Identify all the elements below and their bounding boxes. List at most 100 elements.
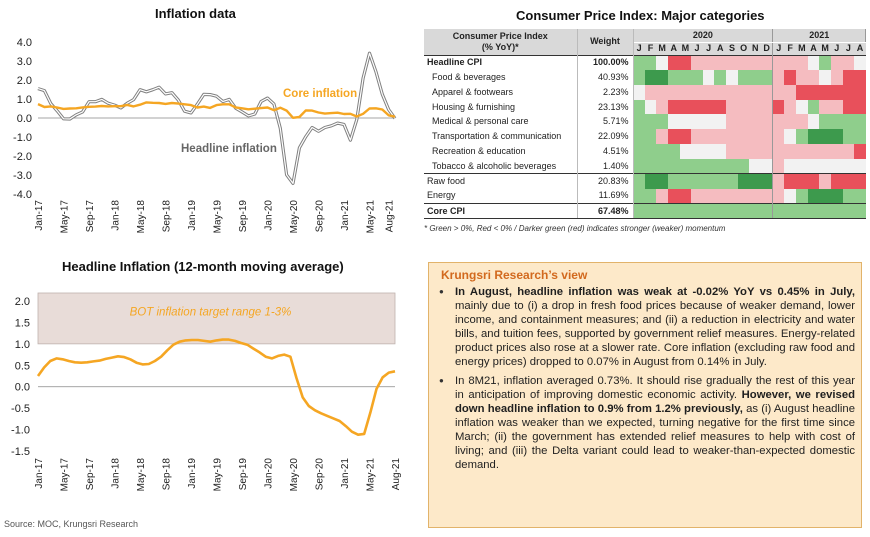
- month-header: N: [749, 42, 762, 55]
- heat-cell: [691, 159, 703, 174]
- month-header: M: [796, 42, 808, 55]
- heat-cell: [807, 99, 820, 115]
- heat-cell: [737, 144, 750, 160]
- heat-cell: [667, 69, 680, 85]
- table-footnote: * Green > 0%, Red < 0% / Darker green (r…: [424, 224, 726, 233]
- x-tick-label: Jan-18: [111, 200, 122, 231]
- heat-cell: [854, 84, 866, 100]
- heat-cell: [830, 114, 843, 130]
- heat-cell: [761, 129, 774, 145]
- table-row: Recreation & education 4.51%: [424, 144, 866, 160]
- month-header: F: [784, 42, 796, 55]
- x-tick-label: Jan-21: [340, 458, 351, 489]
- view-bullet-1-bold: In August, headline inflation was weak a…: [455, 286, 855, 298]
- heat-cell: [749, 144, 762, 160]
- row-category: Tobacco & alcoholic beverages: [424, 159, 578, 174]
- x-tick-label: Sep-18: [162, 200, 173, 233]
- view-bullet-2-bold: However, we revised down headline inflat…: [455, 389, 856, 415]
- y-tick-label: 4.0: [17, 37, 32, 49]
- heat-cell: [667, 55, 680, 70]
- heat-cell: [633, 173, 645, 189]
- heat-cell: [667, 114, 680, 130]
- y-tick-label: 0.0: [15, 382, 30, 394]
- heat-cell: [761, 203, 774, 219]
- heat-cell: [737, 129, 750, 145]
- heat-cell: [807, 55, 820, 70]
- header-category: Consumer Price Index (% YoY)*: [424, 29, 578, 55]
- row-weight: 67.48%: [577, 203, 634, 219]
- x-tick-label: May-20: [289, 200, 300, 234]
- heat-cell: [691, 129, 703, 145]
- heat-cell: [737, 55, 750, 70]
- heat-cell: [714, 203, 727, 219]
- y-tick-label: 0.0: [17, 113, 32, 125]
- heat-cell: [819, 159, 831, 174]
- heat-cell: [749, 84, 762, 100]
- x-tick-label: Sep-20: [315, 458, 326, 491]
- heat-cell: [772, 173, 785, 189]
- heat-cell: [656, 144, 668, 160]
- heat-cell: [761, 173, 774, 189]
- heat-cell: [854, 203, 866, 219]
- table-row: Core CPI 67.48%: [424, 203, 866, 219]
- y-tick-label: -1.5: [11, 446, 30, 458]
- heat-cell: [842, 129, 855, 145]
- heat-cell: [761, 159, 774, 174]
- header-year-2021: 2021: [772, 29, 867, 43]
- x-tick-label: Jan-19: [187, 458, 198, 489]
- table-row: Energy 11.69%: [424, 188, 866, 204]
- table-row: Housing & furnishing 23.13%: [424, 99, 866, 115]
- heat-cell: [784, 144, 796, 160]
- heat-cell: [830, 129, 843, 145]
- x-tick-label: Sep-20: [315, 200, 326, 233]
- row-category: Transportation & communication: [424, 129, 578, 145]
- heat-cell: [702, 173, 715, 189]
- row-weight: 11.69%: [577, 188, 634, 204]
- heat-cell: [633, 188, 645, 204]
- heat-cell: [842, 159, 855, 174]
- heat-cell: [772, 144, 785, 160]
- heat-cell: [830, 99, 843, 115]
- row-weight: 20.83%: [577, 173, 634, 189]
- heat-cell: [667, 188, 680, 204]
- heat-cell: [761, 144, 774, 160]
- heat-cell: [656, 188, 668, 204]
- heat-cell: [830, 69, 843, 85]
- cpi-heatmap-table: Consumer Price Index (% YoY)* Weight 202…: [424, 29, 867, 219]
- heat-cell: [796, 159, 808, 174]
- heat-cell: [854, 188, 866, 204]
- month-header: J: [772, 42, 785, 55]
- heat-cell: [854, 99, 866, 115]
- x-tick-label: May-21: [366, 458, 377, 492]
- target-range-band: [37, 292, 396, 345]
- heat-cell: [656, 173, 668, 189]
- heat-cell: [633, 114, 645, 130]
- row-weight: 1.40%: [577, 159, 634, 174]
- heat-cell: [842, 203, 855, 219]
- heat-cell: [656, 114, 668, 130]
- heat-cell: [726, 84, 738, 100]
- heat-cell: [679, 114, 692, 130]
- heat-cell: [691, 114, 703, 130]
- view-bullet-2-text-b: as (i) August headline inflation was wea…: [455, 403, 855, 471]
- heat-cell: [633, 69, 645, 85]
- heat-cell: [656, 129, 668, 145]
- x-tick-label: Jan-17: [34, 458, 45, 489]
- heat-cell: [784, 203, 796, 219]
- heat-cell: [726, 203, 738, 219]
- heat-cell: [667, 144, 680, 160]
- heat-cell: [702, 144, 715, 160]
- month-header: A: [854, 42, 866, 55]
- heat-cell: [842, 69, 855, 85]
- heat-cell: [784, 173, 796, 189]
- heat-cell: [679, 129, 692, 145]
- heat-cell: [691, 84, 703, 100]
- heat-cell: [656, 84, 668, 100]
- cpi-table-title: Consumer Price Index: Major categories: [516, 8, 765, 23]
- x-tick-label: Jan-20: [264, 200, 275, 231]
- heat-cell: [737, 114, 750, 130]
- heat-cell: [842, 188, 855, 204]
- heat-cell: [784, 99, 796, 115]
- heat-cell: [679, 203, 692, 219]
- heat-cell: [633, 99, 645, 115]
